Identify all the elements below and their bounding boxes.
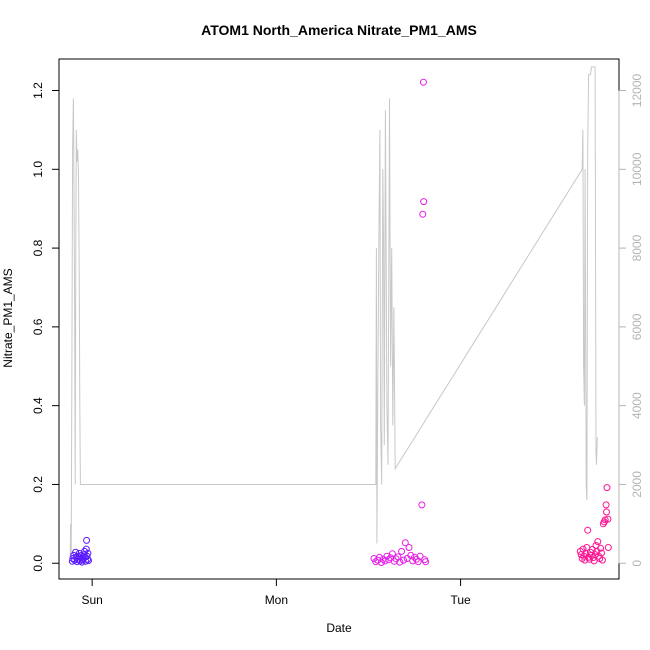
plot-frame (58, 58, 620, 580)
data-point (400, 556, 407, 564)
x-axis: Sun Mon Tue (81, 578, 471, 607)
data-point (381, 557, 389, 565)
y2-tick-label: 4000 (630, 392, 644, 419)
data-point (416, 552, 424, 560)
data-point (603, 484, 611, 492)
y-tick-label: 0.6 (31, 318, 45, 335)
x-axis-label: Date (326, 621, 352, 635)
altitude-line-layer (69, 66, 598, 564)
data-point (398, 547, 406, 555)
y-tick-label: 1.0 (31, 161, 45, 178)
data-point (405, 544, 413, 551)
data-point (419, 78, 427, 86)
data-point (388, 550, 396, 558)
left-y-axis: 0.0 0.2 0.4 0.6 0.8 1.0 1.2 (31, 82, 60, 572)
y-tick-label: 0.4 (31, 397, 45, 414)
y-tick-label: 0.8 (31, 239, 45, 256)
y2-tick-label: 0 (630, 560, 644, 567)
y-axis-label: Nitrate_PM1_AMS (1, 268, 15, 367)
data-point (422, 558, 430, 566)
altitude-line (69, 66, 598, 564)
y2-tick-label: 6000 (630, 313, 644, 340)
data-point (396, 558, 404, 566)
data-point (602, 501, 610, 509)
data-point (598, 556, 606, 564)
data-point (83, 536, 91, 544)
y2-tick-label: 10000 (630, 152, 644, 186)
data-point (82, 545, 90, 553)
data-point (603, 508, 610, 516)
data-point (418, 501, 426, 509)
data-point (604, 515, 612, 523)
data-points-layer (68, 78, 612, 566)
y2-tick-label: 2000 (630, 471, 644, 498)
data-point (72, 548, 80, 556)
data-point (604, 544, 612, 551)
data-point (598, 549, 605, 557)
y2-tick-label: 12000 (630, 74, 644, 108)
data-point (84, 549, 92, 557)
data-point (85, 557, 92, 564)
data-point (597, 544, 605, 552)
data-point (586, 555, 593, 563)
x-tick-label: Mon (265, 593, 288, 607)
y2-tick-label: 8000 (630, 234, 644, 261)
chart-title: ATOM1 North_America Nitrate_PM1_AMS (201, 22, 477, 38)
data-point (594, 538, 602, 546)
x-tick-label: Tue (450, 593, 471, 607)
data-point (420, 198, 428, 206)
y-tick-label: 0.2 (31, 476, 45, 493)
x-tick-label: Sun (81, 593, 102, 607)
data-point (584, 526, 592, 534)
y-tick-label: 0.0 (31, 555, 45, 572)
data-point (82, 557, 90, 565)
data-point (419, 210, 427, 218)
y-tick-label: 1.2 (31, 82, 45, 99)
data-point (401, 539, 409, 547)
right-y-axis: 0 2000 4000 6000 8000 10000 12000 (618, 74, 644, 567)
